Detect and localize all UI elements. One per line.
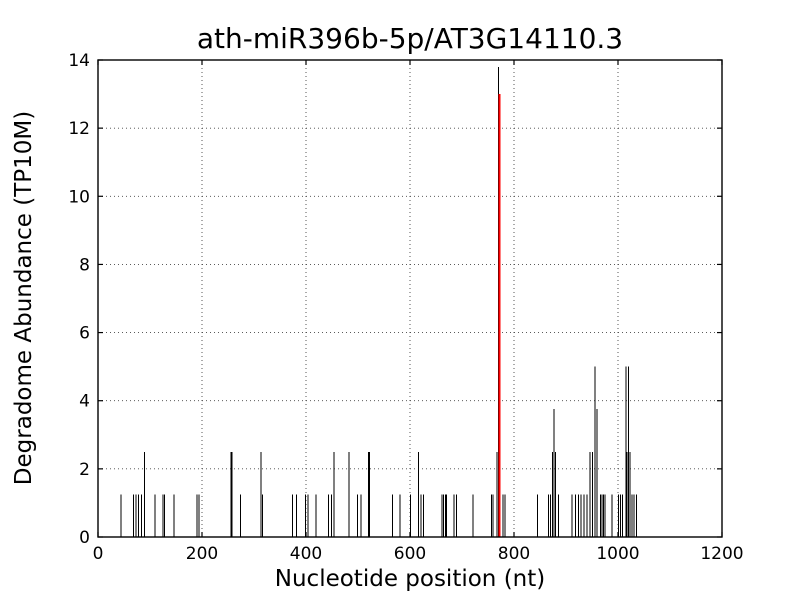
x-tick-labels: 0 200 400 600 800 1000 1200 [93, 544, 744, 564]
x-tick-label: 800 [498, 544, 530, 564]
y-tick-label: 2 [79, 460, 90, 480]
y-tick-label: 12 [68, 119, 90, 139]
x-tick-label: 600 [394, 544, 426, 564]
y-tick-label: 6 [79, 324, 90, 344]
axis-ticks [97, 59, 723, 538]
y-tick-label: 10 [68, 187, 90, 207]
y-tick-label: 4 [79, 392, 90, 412]
y-tick-label: 0 [79, 528, 90, 548]
chart-title: ath-miR396b-5p/AT3G14110.3 [197, 22, 623, 55]
x-axis-label: Nucleotide position (nt) [275, 566, 545, 592]
y-tick-label: 8 [79, 255, 90, 275]
x-tick-label: 1200 [700, 544, 743, 564]
x-tick-label: 400 [290, 544, 322, 564]
x-tick-label: 1000 [596, 544, 639, 564]
x-tick-label: 200 [186, 544, 218, 564]
x-tick-label: 0 [93, 544, 104, 564]
y-axis-label: Degradome Abundance (TP10M) [11, 111, 37, 485]
y-tick-labels: 0 2 4 6 8 10 12 14 [68, 51, 90, 548]
spike-series [120, 66, 638, 537]
y-tick-label: 14 [68, 51, 90, 71]
gridlines [98, 60, 722, 537]
